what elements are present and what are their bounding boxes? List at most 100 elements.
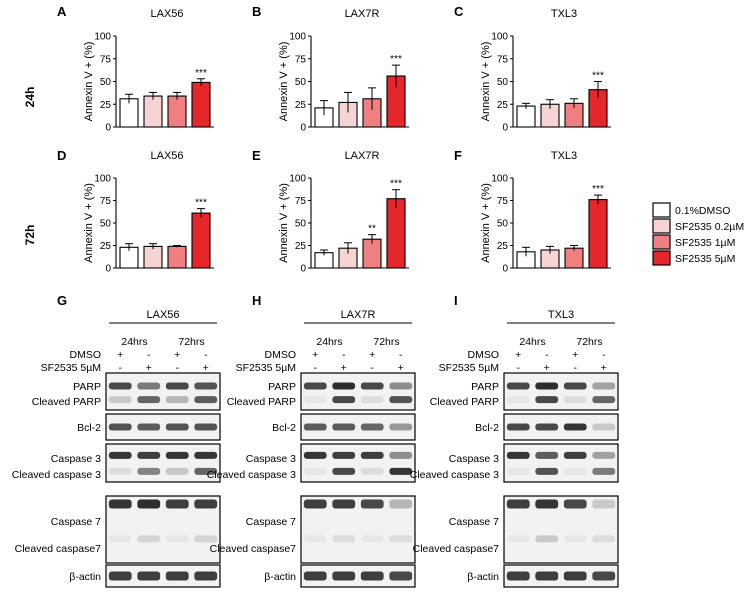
- band-label: Cleaved caspase 3: [12, 469, 101, 481]
- legend-swatch-sf02: [652, 218, 671, 234]
- band: [108, 423, 132, 431]
- row-label-72h: 72h: [23, 225, 37, 246]
- panel-letter: F: [454, 148, 462, 163]
- band: [389, 467, 413, 475]
- band: [194, 423, 218, 431]
- significance-label: ***: [195, 198, 207, 209]
- legend: 0.1%DMSO SF2535 0.2µM SF2535 1µM SF2535 …: [652, 202, 744, 266]
- treatment-label-dmso: DMSO: [70, 349, 102, 361]
- panel-letter: G: [57, 293, 67, 308]
- band-label: Bcl-2: [77, 422, 101, 434]
- band: [360, 535, 384, 543]
- y-tick-label: 0: [105, 123, 111, 134]
- band: [506, 467, 530, 475]
- y-tick-label: 25: [497, 241, 509, 252]
- panel-letter: D: [57, 148, 66, 163]
- significance-label: ***: [592, 71, 604, 82]
- band: [332, 535, 356, 543]
- cell-line-label: TXL3: [548, 309, 574, 321]
- dmso-mark: -: [399, 349, 403, 361]
- band: [563, 396, 587, 404]
- y-tick-label: 75: [295, 54, 307, 65]
- band: [535, 571, 559, 581]
- band: [332, 396, 356, 404]
- band-label: PARP: [268, 381, 296, 393]
- bar: [386, 198, 406, 269]
- band: [592, 382, 616, 390]
- y-tick-label: 75: [497, 54, 509, 65]
- band: [108, 396, 132, 404]
- dmso-mark: -: [147, 349, 151, 361]
- band: [506, 451, 530, 459]
- blot-row: Bcl-2: [272, 413, 416, 441]
- sf2535-mark: +: [544, 362, 550, 374]
- blot-frame: [105, 443, 221, 483]
- y-tick-label: 100: [289, 32, 306, 43]
- dmso-mark: +: [369, 349, 375, 361]
- band: [592, 396, 616, 404]
- band: [137, 499, 161, 509]
- y-tick-label: 0: [502, 264, 508, 275]
- bar: [143, 245, 163, 269]
- band: [303, 499, 327, 509]
- sf2535-mark: -: [517, 362, 521, 374]
- band: [360, 571, 384, 581]
- chart-title: TXL3: [551, 150, 577, 162]
- panel-letter: I: [454, 293, 458, 308]
- blot-row: β-actin: [467, 564, 619, 588]
- sf2535-mark: -: [371, 362, 375, 374]
- band-label: Cleaved caspase7: [413, 543, 500, 555]
- band: [506, 535, 530, 543]
- bar: [588, 199, 608, 269]
- dmso-mark: +: [572, 349, 578, 361]
- bar: [167, 245, 187, 269]
- band: [592, 451, 616, 459]
- band: [563, 571, 587, 581]
- y-tick-label: 100: [289, 174, 306, 185]
- band-label: Caspase 7: [449, 516, 499, 528]
- band: [563, 451, 587, 459]
- blot-row: Caspase 7 Cleaved caspase7: [210, 495, 416, 564]
- blot-frame: [105, 564, 221, 588]
- band: [108, 382, 132, 390]
- band: [535, 382, 559, 390]
- band: [108, 499, 132, 509]
- bar: [167, 95, 187, 128]
- sf2535-mark: +: [398, 362, 404, 374]
- panel-letter: H: [252, 293, 261, 308]
- band: [303, 535, 327, 543]
- bar: [564, 247, 584, 269]
- y-tick-label: 50: [100, 219, 112, 230]
- band: [360, 451, 384, 459]
- band-label: Caspase 3: [246, 453, 296, 465]
- dmso-mark: -: [342, 349, 346, 361]
- y-tick-label: 50: [295, 219, 307, 230]
- treatment-label-sf2535: SF2535 5µM: [236, 362, 296, 374]
- band: [535, 535, 559, 543]
- band: [332, 571, 356, 581]
- sf2535-mark: +: [146, 362, 152, 374]
- y-axis-label: Annexin V + (%): [278, 183, 290, 263]
- blot-row: β-actin: [264, 564, 416, 588]
- dmso-mark: -: [545, 349, 549, 361]
- time-label: 24hrs: [316, 336, 342, 348]
- y-axis-label: Annexin V + (%): [480, 42, 492, 122]
- chart-title: LAX56: [150, 8, 183, 20]
- band: [360, 423, 384, 431]
- band-label: Cleaved caspase 3: [207, 469, 296, 481]
- dmso-mark: +: [515, 349, 521, 361]
- blot-row: Bcl-2: [77, 413, 221, 441]
- band: [108, 467, 132, 475]
- band: [535, 499, 559, 509]
- band: [165, 571, 189, 581]
- band: [592, 423, 616, 431]
- band: [506, 571, 530, 581]
- y-tick-label: 100: [491, 32, 508, 43]
- panel-letter: A: [57, 4, 67, 19]
- blot-row: PARP Cleaved PARP: [430, 372, 619, 411]
- blot-row: PARP Cleaved PARP: [32, 372, 221, 411]
- band-label: Cleaved caspase7: [210, 543, 297, 555]
- band-label: Caspase 7: [246, 516, 296, 528]
- y-tick-label: 25: [295, 100, 307, 111]
